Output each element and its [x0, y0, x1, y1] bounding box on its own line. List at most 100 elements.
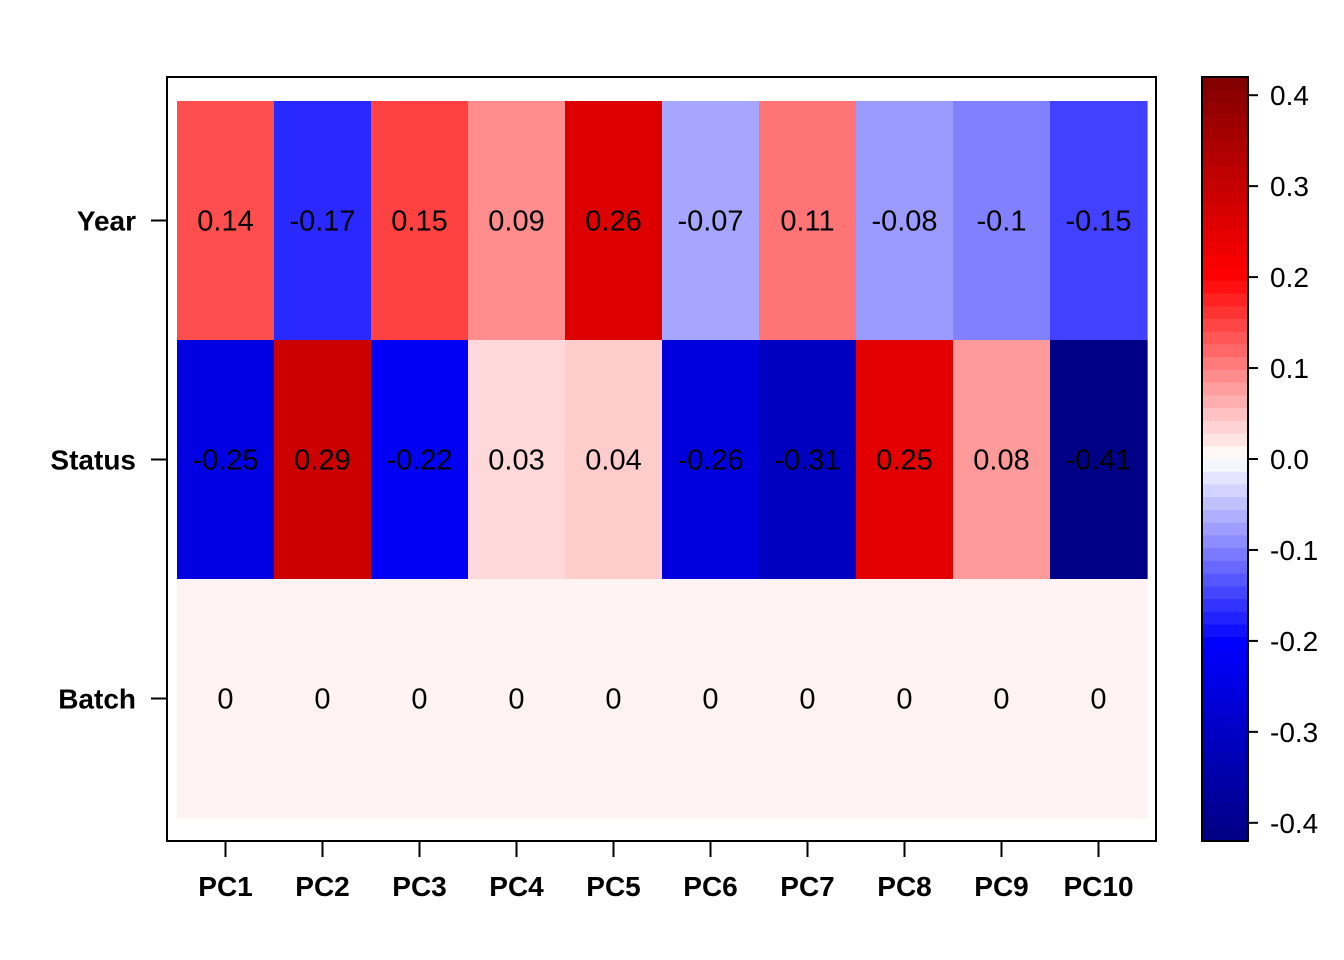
colorbar-segment	[1202, 318, 1248, 333]
colorbar-segment	[1202, 280, 1248, 295]
heatmap-cell	[177, 579, 275, 819]
colorbar-segment	[1202, 293, 1248, 307]
colorbar-segment	[1202, 77, 1248, 91]
cell-value-label: -0.25	[192, 445, 258, 477]
column-label: PC10	[1063, 871, 1133, 902]
heatmap-cell	[565, 579, 663, 819]
cell-value-label: 0	[993, 684, 1009, 716]
colorbar-tick-label: 0.1	[1270, 353, 1309, 384]
heatmap-cell	[468, 101, 566, 341]
colorbar-segment	[1202, 713, 1248, 728]
cell-value-label: -0.08	[871, 206, 937, 238]
heatmap-cell	[274, 340, 372, 580]
cell-value-label: 0	[314, 684, 330, 716]
cell-value-label: 0	[702, 684, 718, 716]
colorbar-segment	[1202, 357, 1248, 371]
heatmap-cell	[1050, 579, 1148, 819]
cell-value-label: 0	[217, 684, 233, 716]
cell-value-label: -0.17	[289, 206, 355, 238]
cell-value-label: -0.15	[1065, 206, 1131, 238]
cell-value-label: 0.26	[585, 206, 641, 238]
colorbar-segment	[1202, 777, 1248, 791]
colorbar-segment	[1202, 127, 1248, 142]
cell-value-label: -0.22	[386, 445, 452, 477]
column-label: PC5	[586, 871, 640, 902]
row-label: Status	[50, 445, 136, 476]
colorbar-segment	[1202, 522, 1248, 537]
colorbar-segment	[1202, 535, 1248, 549]
cell-labels: 0.14 -0.17 0.15 0.09 0.26 -0.07 0.11 -0.08 -0.1 -…	[192, 206, 1131, 716]
heatmap-cell	[759, 101, 857, 341]
cell-value-label: 0.03	[488, 445, 544, 477]
heatmap-cell	[856, 101, 954, 341]
colorbar-segment	[1202, 484, 1248, 498]
colorbar-segment	[1202, 548, 1248, 562]
colorbar-segment	[1202, 624, 1248, 639]
colorbar-segment	[1202, 764, 1248, 779]
colorbar-segment	[1202, 611, 1248, 626]
cell-value-label: -0.26	[677, 445, 743, 477]
cell-value-label: 0.15	[391, 206, 447, 238]
colorbar-tick-label: -0.1	[1270, 535, 1318, 566]
colorbar-segment	[1202, 331, 1248, 346]
heatmap-cell	[274, 579, 372, 819]
heatmap-cell	[953, 101, 1051, 341]
column-label: PC8	[877, 871, 931, 902]
column-label: PC4	[489, 871, 544, 902]
colorbar-segment	[1202, 369, 1248, 384]
heatmap-cell	[953, 579, 1051, 819]
heatmap-cell	[759, 579, 857, 819]
colorbar-segment	[1202, 688, 1248, 702]
cell-value-label: 0	[508, 684, 524, 716]
colorbar-segment	[1202, 815, 1248, 830]
colorbar-segment	[1202, 242, 1248, 257]
column-label: PC2	[295, 871, 349, 902]
colorbar-segment	[1202, 382, 1248, 397]
colorbar-segment	[1202, 268, 1248, 282]
colorbar-segment	[1202, 650, 1248, 664]
colorbar-segment	[1202, 408, 1248, 422]
colorbar-segment	[1202, 229, 1248, 244]
colorbar-segment	[1202, 802, 1248, 817]
cell-value-label: 0.29	[294, 445, 350, 477]
heatmap-cell	[371, 579, 469, 819]
colorbar-tick-label: 0.0	[1270, 444, 1309, 475]
cell-value-label: 0	[1090, 684, 1106, 716]
colorbar-segment	[1202, 446, 1248, 460]
cell-value-label: -0.31	[774, 445, 840, 477]
colorbar-segment	[1202, 433, 1248, 448]
heatmap-cell	[856, 579, 954, 819]
colorbar-tick-label: -0.3	[1270, 717, 1318, 748]
heatmap-cell	[662, 579, 760, 819]
colorbar-segment	[1202, 637, 1248, 651]
colorbar-segment	[1202, 89, 1248, 104]
x-axis: PC1 PC2 PC3 PC4 PC5 PC6 PC7 PC8 PC9 PC10	[198, 841, 1134, 902]
colorbar-segment	[1202, 344, 1248, 358]
heatmap-cell	[1050, 340, 1148, 580]
cell-value-label: 0.14	[197, 206, 253, 238]
cell-value-label: -0.1	[977, 206, 1027, 238]
colorbar-segment	[1202, 166, 1248, 180]
colorbar-segment	[1202, 191, 1248, 206]
colorbar-segment	[1202, 102, 1248, 116]
colorbar-segment	[1202, 395, 1248, 409]
colorbar-segment	[1202, 739, 1248, 753]
colorbar-segment	[1202, 599, 1248, 613]
heatmap-cell	[468, 340, 566, 580]
colorbar-segment	[1202, 306, 1248, 320]
heatmap-cell	[1050, 101, 1148, 341]
colorbar-segment	[1202, 471, 1248, 486]
colorbar-tick-label: -0.4	[1270, 808, 1318, 839]
heatmap-cell	[177, 101, 275, 341]
column-label: PC9	[974, 871, 1028, 902]
colorbar-segment	[1202, 828, 1248, 842]
colorbar-segment	[1202, 178, 1248, 193]
cell-value-label: 0	[799, 684, 815, 716]
colorbar-tick-label: -0.2	[1270, 626, 1318, 657]
colorbar: 0.4 0.3 0.2 0.1 0.0 -0.1 -0.2 -0.3 -0.4	[1201, 76, 1318, 842]
cell-value-label: 0	[411, 684, 427, 716]
colorbar-segment	[1202, 586, 1248, 600]
column-label: PC1	[198, 871, 252, 902]
heatmap-cell	[856, 340, 954, 580]
